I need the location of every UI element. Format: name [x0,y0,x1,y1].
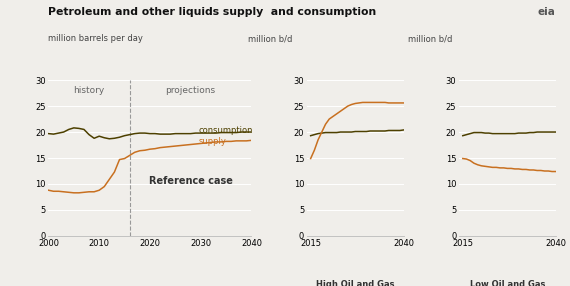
Text: Low Oil and Gas
Resource and
Technology case: Low Oil and Gas Resource and Technology … [469,280,546,286]
Text: Petroleum and other liquids supply  and consumption: Petroleum and other liquids supply and c… [48,7,377,17]
Text: million b/d: million b/d [248,34,292,43]
Text: Reference case: Reference case [149,176,233,186]
Text: High Oil and Gas
Resource and
Technology case: High Oil and Gas Resource and Technology… [316,280,394,286]
Text: consumption: consumption [198,126,253,136]
Text: million barrels per day: million barrels per day [48,34,143,43]
Text: projections: projections [165,86,215,95]
Text: history: history [74,86,105,95]
Text: million b/d: million b/d [408,34,452,43]
Text: eia: eia [538,7,556,17]
Text: supply: supply [198,137,226,146]
